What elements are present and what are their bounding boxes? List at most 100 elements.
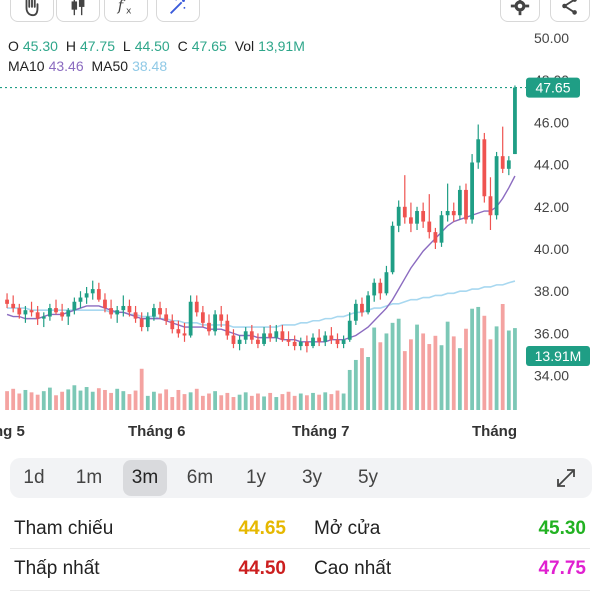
candle-body: [482, 139, 487, 197]
volume-bar: [304, 395, 309, 410]
volume-bar: [127, 394, 132, 410]
candle-body: [451, 211, 456, 216]
y-tick-label: 46.00: [534, 114, 569, 130]
candle-body: [445, 211, 450, 216]
volume-bar: [35, 394, 40, 410]
y-tick-label: 38.00: [534, 283, 569, 299]
candle-body: [35, 312, 40, 319]
volume-bar: [464, 328, 468, 410]
candle-body: [292, 341, 297, 347]
candle-body: [243, 331, 248, 340]
volume-bar: [249, 395, 254, 410]
candle-body: [360, 303, 364, 313]
open-price-label: Mở cửa: [314, 518, 381, 539]
share-icon: [562, 0, 577, 15]
share-button[interactable]: [550, 0, 590, 22]
candle-body: [60, 312, 65, 317]
settings-button[interactable]: [500, 0, 540, 22]
volume-bar: [66, 389, 71, 410]
volume-bar: [274, 397, 279, 410]
candle-body: [268, 333, 273, 338]
candle-body: [347, 320, 352, 340]
candle-type-button[interactable]: [56, 0, 100, 22]
price-chart[interactable]: 50.0048.0046.0044.0042.0040.0038.0036.00…: [0, 24, 600, 444]
volume-bar: [421, 333, 426, 410]
volume-bar: [176, 389, 181, 410]
volume-bar: [488, 339, 493, 410]
candle-body: [200, 312, 205, 323]
tab-1y[interactable]: 1y: [245, 467, 267, 488]
svg-text:f: f: [117, 0, 126, 15]
candle-body: [133, 312, 138, 319]
candle-body: [298, 341, 303, 347]
candle-body: [335, 339, 340, 344]
volume-bar: [286, 391, 291, 410]
high-price-label: Cao nhất: [314, 558, 392, 579]
volume-bar: [341, 393, 346, 410]
hand-tool-button[interactable]: [10, 0, 54, 22]
volume-bar: [506, 330, 511, 410]
volume-bar: [54, 395, 58, 410]
candle-body: [225, 320, 230, 336]
drawing-tool-button[interactable]: [156, 0, 200, 22]
candle-body: [439, 215, 444, 243]
volume-bar: [360, 348, 364, 410]
volume-bar: [121, 391, 126, 410]
volume-bar: [298, 393, 303, 410]
magic-wand-icon: [170, 0, 186, 14]
candle-body: [84, 293, 89, 298]
close-label: C: [177, 38, 188, 54]
candle-body: [280, 331, 285, 340]
candle-body: [457, 189, 462, 216]
ohlc-row: O 45.30 H 47.75 L 44.50 C 47.65 Vol 13,91M: [8, 36, 309, 56]
tab-1d[interactable]: 1d: [23, 467, 45, 488]
volume-bar: [96, 388, 101, 410]
candle-body: [402, 206, 407, 218]
tab-1m[interactable]: 1m: [75, 467, 103, 488]
candle-body: [470, 162, 475, 220]
volume-bar: [451, 336, 456, 410]
volume-value: 13,91M: [258, 38, 305, 54]
volume-bar: [23, 389, 28, 410]
tab-3m[interactable]: 3m: [123, 460, 167, 496]
volume-bar: [476, 306, 481, 410]
expand-icon[interactable]: [554, 466, 578, 490]
candle-body: [286, 339, 291, 342]
volume-bar: [415, 324, 419, 410]
volume-bar: [372, 327, 377, 410]
candle-body: [231, 335, 236, 344]
volume-bar: [396, 318, 401, 410]
candle-body: [109, 308, 113, 315]
last-volume-tag: [526, 346, 590, 366]
volume-bar: [268, 392, 273, 410]
volume-bar: [115, 388, 120, 410]
candle-body: [176, 329, 181, 334]
gear-icon: [510, 0, 530, 16]
candle-body: [170, 320, 175, 330]
candle-body: [409, 217, 413, 224]
last-volume-tag-label: 13.91M: [535, 348, 582, 364]
volume-bar: [409, 339, 413, 410]
last-price-tag: [526, 77, 580, 98]
tab-6m[interactable]: 6m: [186, 467, 214, 488]
tab-5y[interactable]: 5y: [357, 467, 379, 488]
volume-bar: [378, 342, 383, 410]
candle-body: [5, 299, 9, 304]
volume-bar: [280, 394, 285, 410]
y-tick-label: 44.00: [534, 157, 569, 173]
volume-bar: [231, 397, 236, 410]
candle-body: [41, 316, 46, 319]
candle-body: [262, 333, 266, 344]
volume-bar: [402, 351, 407, 410]
candle-body: [329, 335, 334, 340]
candle-body: [311, 337, 315, 347]
candle-body: [415, 211, 419, 224]
volume-bar: [17, 393, 22, 410]
low-value: 44.50: [134, 38, 170, 54]
tab-3y[interactable]: 3y: [301, 467, 323, 488]
open-label: O: [8, 38, 19, 54]
candle-body: [145, 316, 150, 328]
